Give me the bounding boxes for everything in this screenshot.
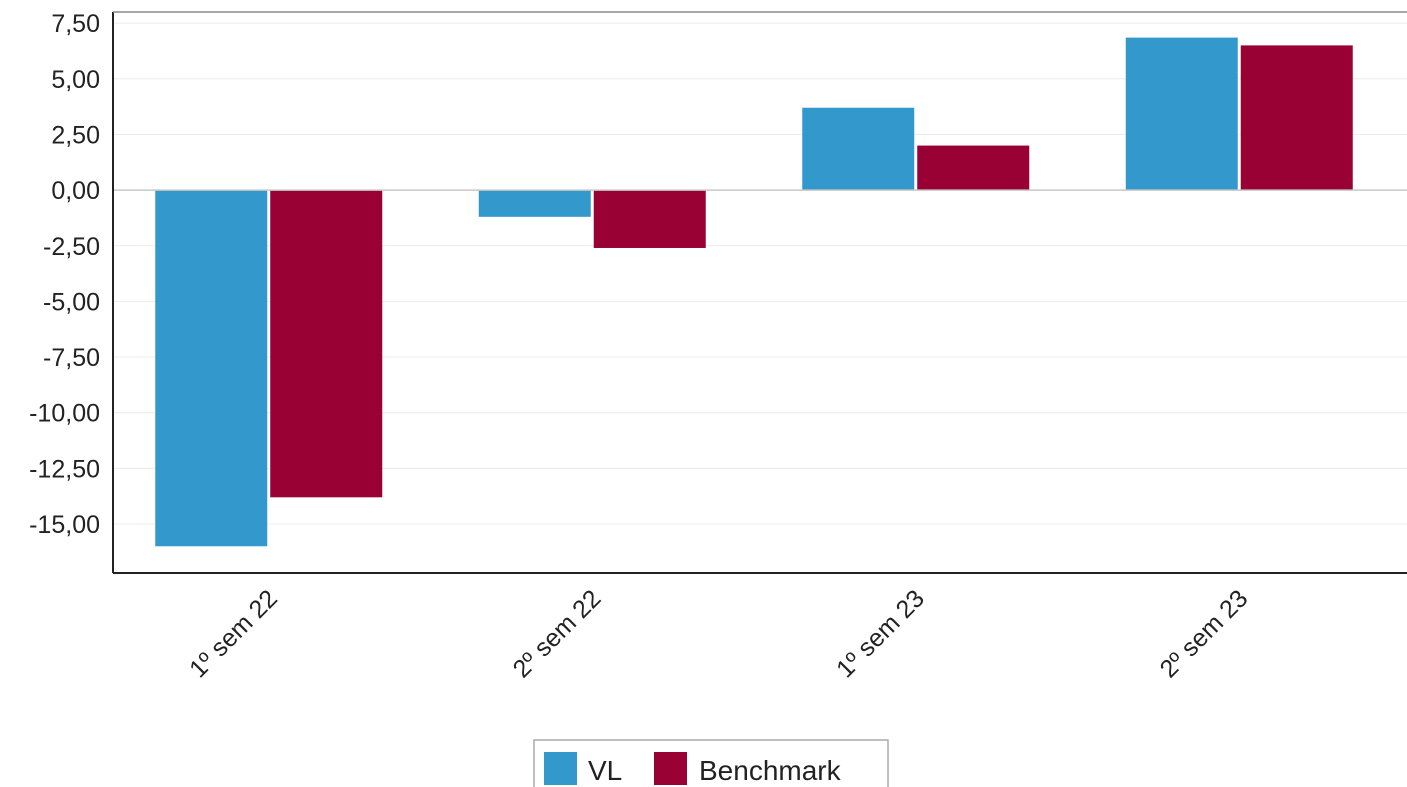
y-tick-label: -2,50 bbox=[43, 233, 100, 261]
bar-benchmark-1 bbox=[270, 190, 382, 497]
y-tick-label: -12,50 bbox=[29, 455, 100, 483]
y-tick-label: 5,00 bbox=[51, 66, 100, 94]
y-tick-label: -7,50 bbox=[43, 344, 100, 372]
bars-group bbox=[155, 38, 1353, 547]
legend-swatch-benchmark bbox=[654, 752, 687, 785]
legend-label-benchmark: Benchmark bbox=[699, 755, 842, 786]
x-tick-label: 1º sem 22 bbox=[184, 584, 283, 683]
bar-vl-3 bbox=[802, 108, 914, 190]
legend-swatch-vl bbox=[544, 752, 577, 785]
y-tick-label: -15,00 bbox=[29, 511, 100, 539]
y-tick-labels: 7,50 5,00 2,50 0,00 -2,50 -5,00 -7,50 -10,00 -12… bbox=[29, 10, 100, 539]
bar-benchmark-3 bbox=[917, 146, 1029, 191]
y-tick-label: 0,00 bbox=[51, 177, 100, 205]
bar-vl-4 bbox=[1126, 38, 1238, 190]
x-tick-label: 2º sem 22 bbox=[508, 584, 607, 683]
y-tick-label: -5,00 bbox=[43, 288, 100, 316]
legend-label-vl: VL bbox=[588, 755, 622, 786]
y-tick-label: -10,00 bbox=[29, 400, 100, 428]
bar-vl-2 bbox=[479, 190, 591, 217]
bar-benchmark-2 bbox=[594, 190, 706, 248]
x-tick-label: 1º sem 23 bbox=[831, 584, 930, 683]
x-tick-label: 2º sem 23 bbox=[1155, 584, 1254, 683]
y-tick-label: 2,50 bbox=[51, 121, 100, 149]
bar-vl-1 bbox=[155, 190, 267, 546]
legend: VL Benchmark bbox=[534, 740, 888, 787]
y-tick-label: 7,50 bbox=[51, 10, 100, 38]
bar-benchmark-4 bbox=[1241, 45, 1353, 190]
x-tick-labels: 1º sem 22 2º sem 22 1º sem 23 2º sem 23 bbox=[184, 584, 1253, 683]
